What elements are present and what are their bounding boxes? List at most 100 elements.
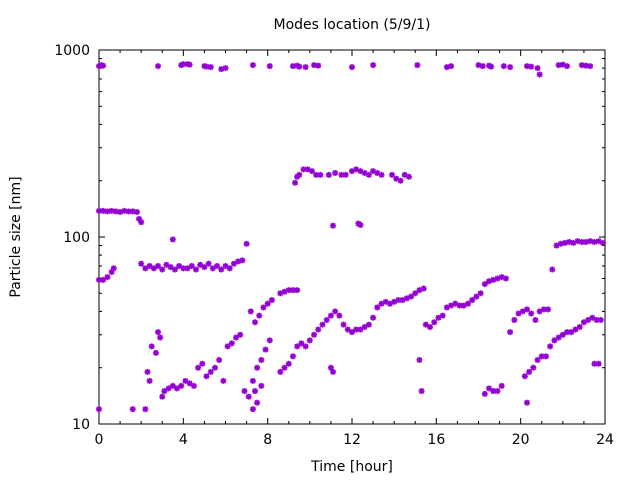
data-point: [184, 265, 191, 272]
data-point: [332, 169, 339, 176]
data-point: [296, 63, 303, 70]
data-point: [294, 343, 301, 350]
data-point: [214, 262, 221, 269]
x-tick-label: 20: [512, 432, 530, 448]
data-point: [389, 171, 396, 178]
data-point: [526, 368, 533, 375]
data-point: [327, 312, 334, 319]
data-point: [220, 377, 227, 384]
data-point: [479, 63, 486, 70]
data-point: [266, 337, 273, 344]
data-point: [559, 331, 566, 338]
data-point: [502, 275, 509, 282]
x-tick-label: 0: [95, 432, 104, 448]
data-point: [277, 368, 284, 375]
chart-title: Modes location (5/9/1): [274, 17, 431, 33]
x-tick-label: 8: [263, 432, 272, 448]
data-point: [547, 343, 554, 350]
data-point: [315, 62, 322, 69]
data-point: [148, 343, 155, 350]
data-point: [228, 340, 235, 347]
data-point: [157, 334, 164, 341]
data-point: [152, 349, 159, 356]
data-point: [289, 353, 296, 360]
data-point: [580, 319, 587, 326]
data-point: [211, 364, 218, 371]
data-point: [207, 64, 214, 71]
data-point: [241, 388, 248, 395]
data-point: [374, 304, 381, 311]
data-points: [96, 61, 606, 413]
data-point: [587, 63, 594, 70]
data-point: [427, 324, 434, 331]
data-point: [110, 265, 117, 272]
data-point: [216, 356, 223, 363]
data-point: [256, 312, 263, 319]
data-point: [511, 316, 518, 323]
data-point: [205, 260, 212, 267]
data-point: [188, 262, 195, 269]
data-point: [245, 393, 252, 400]
data-point: [397, 177, 404, 184]
data-point: [481, 281, 488, 288]
data-point: [308, 168, 315, 175]
data-point: [395, 297, 402, 304]
data-point: [155, 329, 162, 336]
data-point: [195, 364, 202, 371]
data-point: [551, 337, 558, 344]
plot-border: [98, 49, 606, 425]
data-point: [568, 329, 575, 336]
data-point: [302, 343, 309, 350]
plot-area: [98, 49, 606, 425]
data-point: [247, 308, 254, 315]
data-point: [100, 62, 107, 69]
data-point: [254, 364, 261, 371]
data-point: [182, 377, 189, 384]
data-point: [576, 324, 583, 331]
data-point: [108, 207, 115, 214]
data-point: [477, 290, 484, 297]
data-point: [258, 356, 265, 363]
data-point: [412, 290, 419, 297]
data-point: [370, 314, 377, 321]
data-point: [530, 364, 537, 371]
data-point: [332, 308, 339, 315]
data-point: [523, 399, 530, 406]
data-point: [104, 208, 111, 215]
data-point: [201, 264, 208, 271]
x-tick-label: 24: [596, 432, 614, 448]
data-point: [150, 265, 157, 272]
data-point: [542, 353, 549, 360]
data-point: [178, 382, 185, 389]
data-point: [306, 337, 313, 344]
data-point: [285, 287, 292, 294]
data-point: [319, 321, 326, 328]
data-point: [258, 382, 265, 389]
data-point: [192, 266, 199, 273]
data-point: [414, 62, 421, 69]
y-axis: 10 100 1000: [54, 43, 605, 433]
data-point: [475, 62, 482, 69]
data-point: [142, 406, 149, 413]
data-point: [233, 334, 240, 341]
data-point: [555, 62, 562, 69]
data-point: [133, 209, 140, 216]
data-point: [498, 382, 505, 389]
data-point: [534, 356, 541, 363]
data-point: [370, 62, 377, 69]
data-point: [325, 171, 332, 178]
data-point: [448, 63, 455, 70]
data-point: [239, 257, 246, 264]
data-point: [237, 331, 244, 338]
data-point: [252, 388, 259, 395]
data-point: [365, 321, 372, 328]
data-point: [599, 239, 606, 246]
data-point: [155, 262, 162, 269]
data-point: [344, 326, 351, 333]
data-point: [330, 368, 337, 375]
data-point: [146, 262, 153, 269]
x-tick-label: 12: [343, 432, 361, 448]
data-point: [138, 219, 145, 226]
data-point: [294, 287, 301, 294]
